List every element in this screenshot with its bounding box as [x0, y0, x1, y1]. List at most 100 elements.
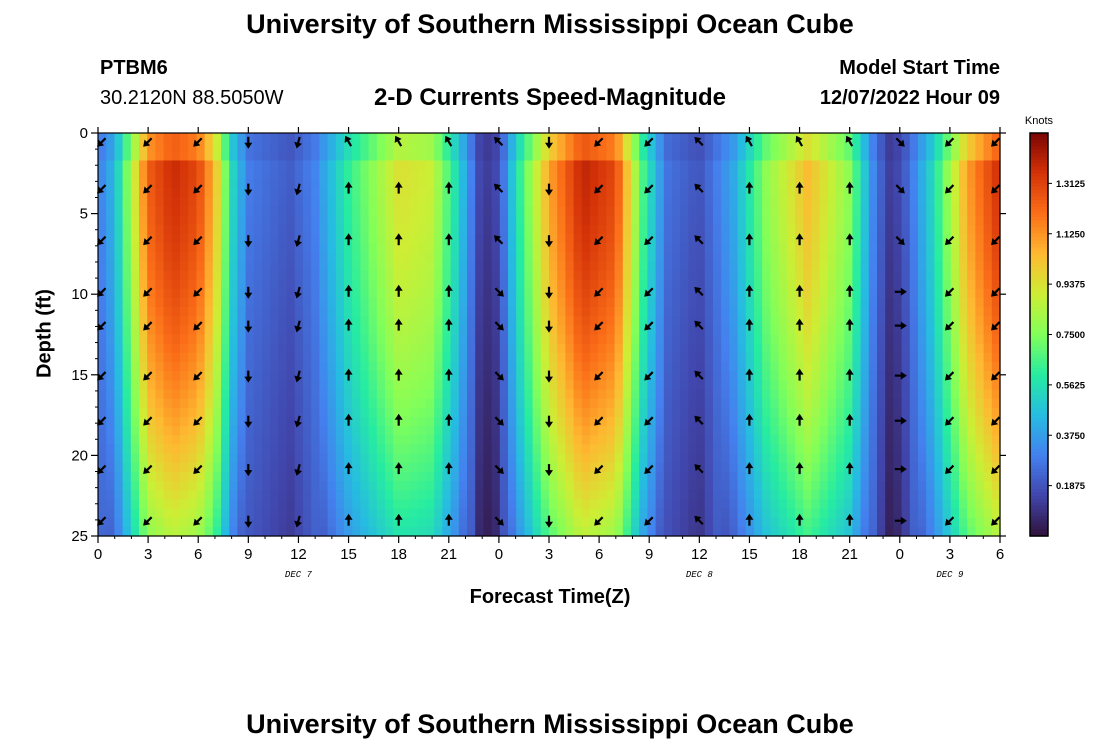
- current-arrow: [594, 184, 604, 194]
- heatmap-cell: [360, 517, 370, 528]
- heatmap-cell: [573, 288, 583, 299]
- heatmap-cell: [294, 499, 304, 510]
- heatmap-cell: [270, 307, 279, 317]
- heatmap-cell: [155, 471, 165, 482]
- heatmap-cell: [803, 380, 812, 391]
- heatmap-cell: [778, 178, 788, 189]
- heatmap-cell: [918, 389, 927, 400]
- heatmap-cell: [483, 160, 493, 171]
- heatmap-cell: [344, 160, 353, 171]
- heatmap-cell: [614, 288, 624, 299]
- heatmap-cell: [475, 462, 484, 473]
- heatmap-cell: [221, 307, 230, 317]
- heatmap-cell: [483, 471, 493, 482]
- heatmap-cell: [114, 307, 124, 317]
- heatmap-cell: [294, 261, 304, 271]
- heatmap-cell: [688, 416, 698, 427]
- heatmap-cell: [901, 481, 911, 491]
- heatmap-cell: [303, 361, 312, 372]
- heatmap-cell: [491, 453, 501, 464]
- heatmap-cell: [516, 169, 525, 180]
- heatmap-cell: [983, 261, 993, 271]
- heatmap-cell: [253, 178, 263, 189]
- heatmap-cell: [393, 142, 402, 152]
- heatmap-cell: [770, 462, 780, 473]
- heatmap-cell: [696, 426, 706, 436]
- heatmap-cell: [270, 389, 279, 400]
- heatmap-cell: [319, 316, 329, 326]
- current-arrow: [845, 233, 854, 246]
- heatmap-cell: [754, 160, 763, 171]
- heatmap-cell: [827, 517, 837, 528]
- heatmap-cell: [475, 151, 484, 162]
- heatmap-cell: [516, 361, 525, 372]
- heatmap-cell: [893, 499, 903, 510]
- heatmap-cell: [614, 270, 624, 281]
- heatmap-cell: [163, 380, 173, 391]
- heatmap-cell: [147, 316, 156, 326]
- heatmap-cell: [106, 471, 115, 482]
- heatmap-cell: [885, 297, 894, 308]
- heatmap-cell: [467, 526, 476, 537]
- heatmap-cell: [688, 233, 698, 244]
- heatmap-cell: [467, 481, 476, 491]
- heatmap-cell: [672, 481, 681, 491]
- heatmap-cell: [745, 297, 755, 308]
- heatmap-cell: [795, 270, 804, 281]
- heatmap-cell: [918, 197, 927, 207]
- heatmap-cell: [303, 462, 312, 473]
- heatmap-cell: [672, 334, 681, 345]
- heatmap-cell: [212, 407, 222, 418]
- heatmap: [98, 133, 1001, 537]
- heatmap-cell: [729, 508, 739, 519]
- heatmap-cell: [983, 142, 993, 152]
- heatmap-cell: [967, 380, 976, 391]
- heatmap-cell: [885, 407, 894, 418]
- heatmap-cell: [221, 352, 230, 363]
- heatmap-cell: [417, 481, 427, 491]
- heatmap-cell: [155, 334, 165, 345]
- heatmap-cell: [622, 407, 632, 418]
- heatmap-cell: [991, 160, 1001, 171]
- heatmap-cell: [253, 343, 263, 354]
- heatmap-cell: [229, 508, 238, 519]
- heatmap-cell: [508, 343, 517, 354]
- heatmap-cell: [524, 435, 534, 446]
- heatmap-cell: [483, 242, 493, 253]
- heatmap-cell: [114, 224, 124, 235]
- heatmap-cell: [180, 371, 189, 381]
- heatmap-cell: [631, 471, 640, 482]
- current-arrow: [193, 464, 203, 475]
- heatmap-cell: [729, 297, 739, 308]
- heatmap-cell: [262, 334, 271, 345]
- heatmap-cell: [327, 334, 337, 345]
- heatmap-cell: [827, 435, 837, 446]
- heatmap-cell: [688, 508, 698, 519]
- heatmap-cell: [860, 389, 870, 400]
- heatmap-cell: [901, 352, 911, 363]
- heatmap-cell: [204, 307, 214, 317]
- heatmap-cell: [762, 261, 771, 271]
- heatmap-cell: [360, 261, 370, 271]
- heatmap-cell: [212, 508, 222, 519]
- heatmap-cell: [327, 270, 337, 281]
- heatmap-cell: [893, 325, 903, 336]
- heatmap-cell: [885, 151, 894, 162]
- heatmap-cell: [253, 224, 263, 235]
- heatmap-cell: [319, 279, 329, 290]
- heatmap-cell: [975, 526, 985, 537]
- current-arrow: [394, 513, 403, 526]
- heatmap-cell: [778, 453, 788, 464]
- heatmap-cell: [442, 490, 452, 500]
- heatmap-cell: [754, 233, 763, 244]
- heatmap-cell: [327, 517, 337, 528]
- heatmap-cell: [754, 316, 763, 326]
- heatmap-cell: [491, 389, 501, 400]
- heatmap-cell: [327, 169, 337, 180]
- heatmap-cell: [212, 471, 222, 482]
- heatmap-cell: [606, 215, 616, 226]
- heatmap-cell: [106, 517, 115, 528]
- heatmap-cell: [540, 197, 550, 207]
- heatmap-cell: [278, 462, 288, 473]
- heatmap-cell: [270, 261, 279, 271]
